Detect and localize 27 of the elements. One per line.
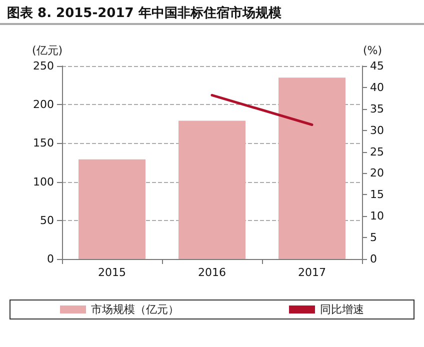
- y2-tick-label: 10: [370, 210, 384, 223]
- y2-tick-label: 35: [370, 102, 384, 116]
- y2-tick-label: 5: [370, 231, 377, 244]
- chart-title: 图表 8. 2015-2017 年中国非标住宿市场规模: [7, 5, 282, 21]
- y-tick-label: 0: [47, 252, 54, 266]
- y-tick-label: 250: [33, 60, 54, 72]
- y2-tick-label: 0: [370, 252, 377, 266]
- y2-tick-label: 20: [370, 166, 384, 180]
- y2-tick-label: 15: [370, 188, 384, 202]
- y-tick-label: 150: [33, 136, 54, 150]
- bar: [78, 159, 146, 259]
- y2-tick-label: 45: [370, 60, 384, 72]
- y-tick-label: 50: [40, 214, 54, 227]
- x-tick-label: 2017: [298, 266, 326, 279]
- y-tick-label: 100: [33, 175, 54, 188]
- x-tick-label: 2015: [98, 266, 126, 279]
- y2-tick-label: 30: [370, 124, 384, 137]
- y2-tick-label: 25: [370, 145, 384, 158]
- x-tick-label: 2016: [198, 266, 226, 279]
- y-tick-label: 200: [33, 98, 54, 112]
- y2-tick-label: 40: [370, 80, 384, 94]
- y-axis-title: (亿元): [32, 44, 63, 57]
- legend-label: 市场规模（亿元）: [91, 303, 179, 316]
- bar: [278, 78, 346, 259]
- legend-label: 同比增速: [320, 303, 364, 316]
- y2-axis-title: (%): [362, 44, 382, 57]
- bar: [178, 120, 246, 259]
